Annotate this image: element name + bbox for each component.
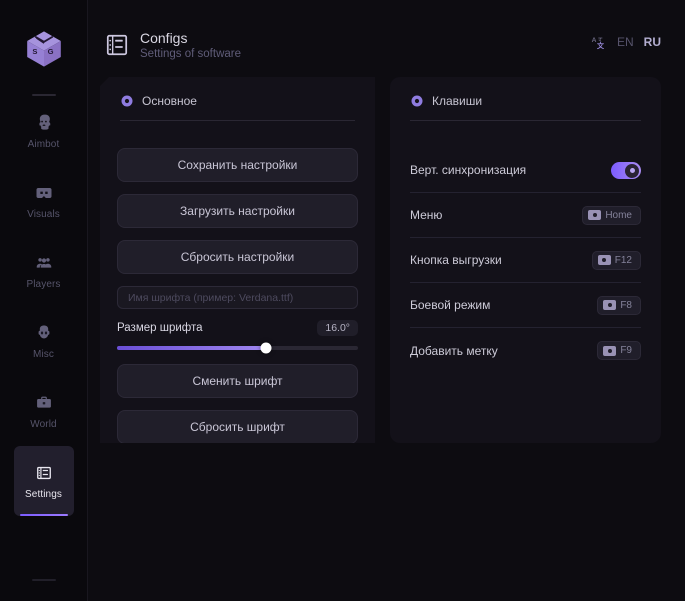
svg-text:A: A [592, 37, 597, 44]
svg-text:S: S [32, 47, 37, 56]
svg-text:G: G [47, 47, 53, 56]
svg-text:文: 文 [597, 41, 605, 50]
